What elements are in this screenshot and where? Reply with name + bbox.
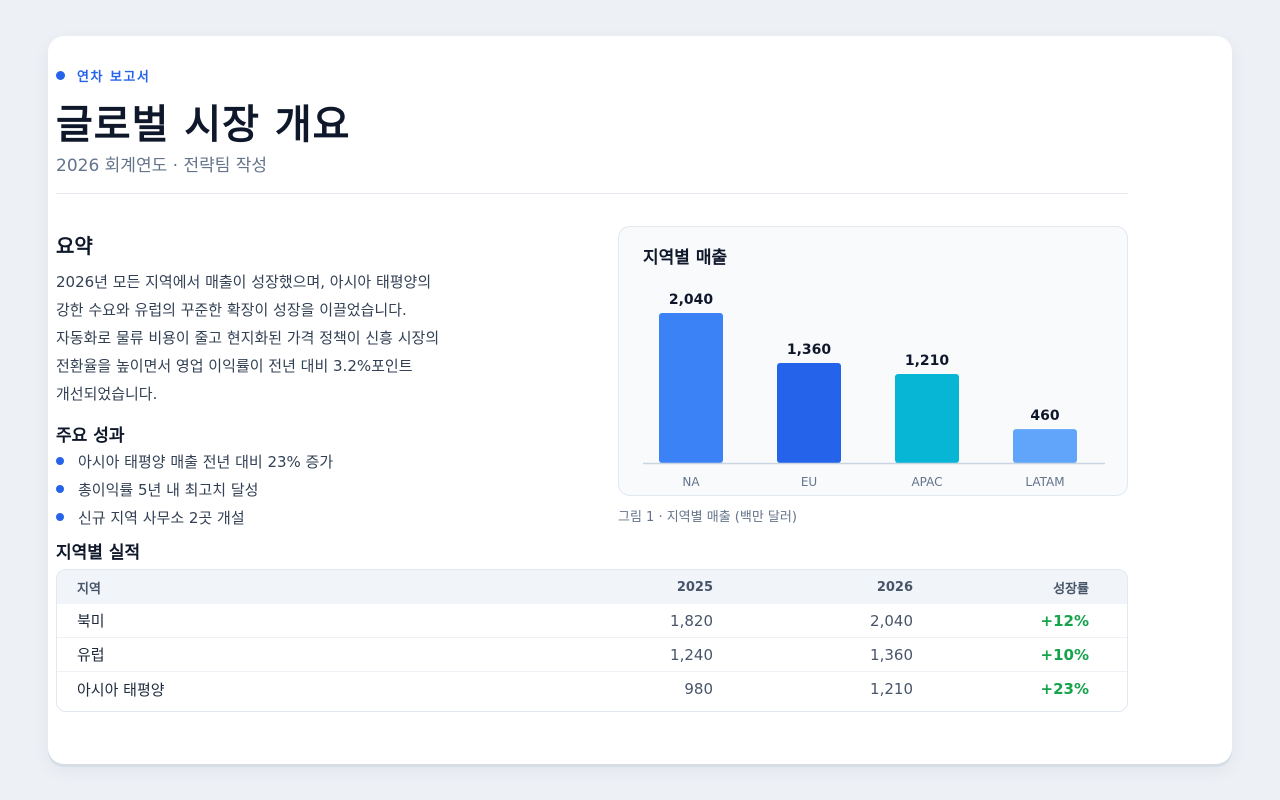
achievements-heading: 주요 성과: [56, 426, 125, 446]
bullet-icon: [56, 485, 64, 493]
bar-na: [659, 313, 723, 463]
summary-heading: 요약: [56, 234, 93, 258]
cell-2025: 980: [684, 680, 713, 698]
column-header-growth: 성장률: [1053, 581, 1089, 597]
summary-line: 강한 수요와 유럽의 꾸준한 확장이 성장을 이끌었습니다.: [56, 301, 407, 319]
report-eyebrow: 연차 보고서: [56, 66, 150, 85]
eyebrow-label: 연차 보고서: [77, 70, 151, 85]
header-divider: [56, 193, 1128, 194]
achievements-list: 아시아 태평양 매출 전년 대비 23% 증가 총이익률 5년 내 최고치 달성…: [56, 447, 333, 531]
cell-growth: +12%: [1040, 611, 1089, 630]
table-header-row: 지역 2025 2026 성장률: [57, 570, 1127, 604]
x-tick-label: NA: [682, 475, 700, 489]
list-item: 총이익률 5년 내 최고치 달성: [56, 475, 333, 503]
revenue-chart: 지역별 매출 2,040 NA 1,360 EU 1,210 APAC 460 LATAM: [618, 226, 1128, 496]
bar-value-label: 460: [1030, 408, 1059, 424]
cell-2025: 1,240: [670, 645, 713, 664]
cell-growth: +23%: [1040, 680, 1089, 698]
table-heading: 지역별 실적: [56, 543, 141, 563]
column-header-2025: 2025: [676, 579, 713, 595]
table-row: 유럽 1,240 1,360 +10%: [57, 638, 1127, 672]
x-tick-label: LATAM: [1025, 475, 1064, 489]
cell-region: 북미: [77, 612, 105, 630]
eyebrow-dot-icon: [56, 71, 65, 80]
chart-title: 지역별 매출: [643, 248, 728, 268]
page-title: 글로벌 시장 개요: [56, 102, 351, 148]
list-item: 신규 지역 사무소 2곳 개설: [56, 503, 333, 531]
bar-value-label: 1,360: [787, 342, 832, 358]
cell-2026: 2,040: [870, 611, 913, 630]
list-item: 아시아 태평양 매출 전년 대비 23% 증가: [56, 447, 333, 475]
chart-plot: 2,040 NA 1,360 EU 1,210 APAC 460 LATAM: [643, 292, 1105, 489]
bar-apac: [895, 374, 959, 463]
x-tick-label: EU: [801, 475, 817, 489]
regional-performance-table: 지역 2025 2026 성장률 북미 1,820 2,040 +12% 유럽 …: [56, 569, 1128, 712]
column-header-2026: 2026: [876, 579, 913, 595]
summary-line: 2026년 모든 지역에서 매출이 성장했으며, 아시아 태평양의: [56, 273, 432, 291]
x-tick-label: APAC: [911, 475, 942, 489]
summary-line: 전환율을 높이면서 영업 이익률이 전년 대비 3.2%포인트: [56, 357, 413, 375]
summary-line: 개선되었습니다.: [56, 385, 158, 403]
bar-value-label: 2,040: [669, 292, 714, 308]
cell-2026: 1,210: [870, 680, 913, 698]
cell-2025: 1,820: [670, 611, 713, 630]
cell-2026: 1,360: [870, 645, 913, 664]
summary-line: 자동화로 물류 비용이 줄고 현지화된 가격 정책이 신흥 시장의: [56, 329, 440, 347]
table-row: 아시아 태평양 980 1,210 +23%: [57, 672, 1127, 706]
bullet-icon: [56, 457, 64, 465]
achievement-text: 아시아 태평양 매출 전년 대비 23% 증가: [78, 452, 334, 471]
summary-text: 2026년 모든 지역에서 매출이 성장했으며, 아시아 태평양의 강한 수요와…: [56, 268, 526, 408]
page-subtitle: 2026 회계연도 · 전략팀 작성: [56, 156, 268, 176]
achievement-text: 총이익률 5년 내 최고치 달성: [78, 480, 259, 499]
table-row: 북미 1,820 2,040 +12%: [57, 604, 1127, 638]
cell-growth: +10%: [1040, 645, 1089, 664]
bullet-icon: [56, 513, 64, 521]
cell-region: 유럽: [77, 646, 105, 664]
bar-latam: [1013, 429, 1077, 463]
column-header-region: 지역: [77, 581, 101, 597]
chart-caption: 그림 1 · 지역별 매출 (백만 달러): [618, 510, 797, 525]
bar-value-label: 1,210: [905, 353, 950, 369]
bar-eu: [777, 363, 841, 463]
cell-region: 아시아 태평양: [77, 680, 165, 699]
achievement-text: 신규 지역 사무소 2곳 개설: [78, 508, 245, 527]
